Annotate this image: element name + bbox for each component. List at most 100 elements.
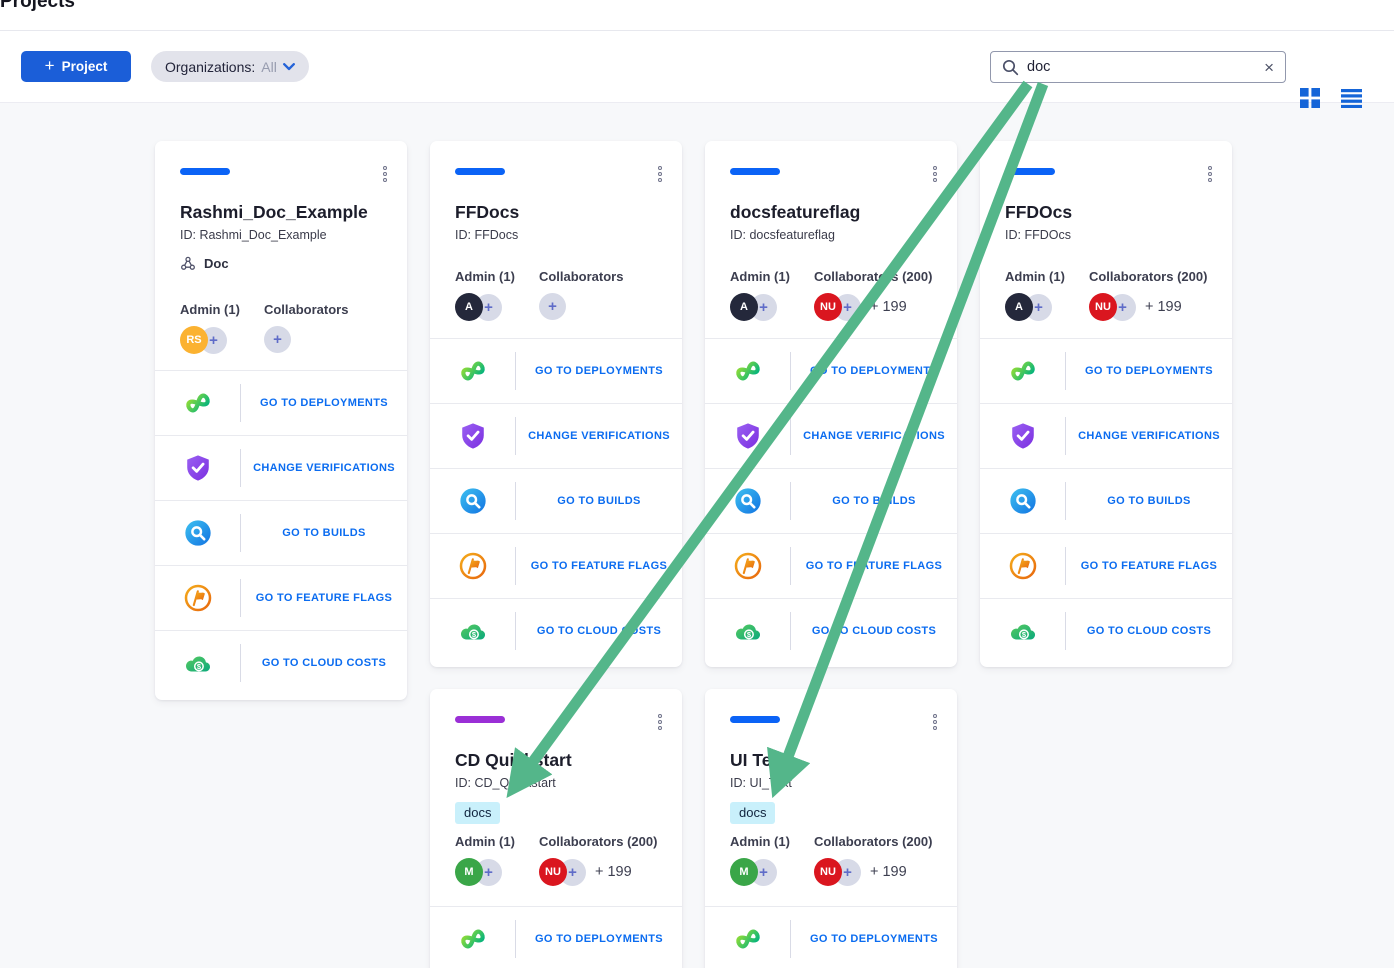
cloud-costs-icon: [458, 616, 488, 646]
project-card-ui-text[interactable]: UI Text ID: UI_Text docs Admin (1) M + C…: [705, 689, 957, 968]
divider: [1065, 352, 1066, 390]
admin-label: Admin (1): [730, 834, 790, 849]
project-color-bar: [730, 168, 780, 175]
new-project-label: Project: [61, 59, 108, 74]
deployments-icon: [456, 922, 490, 956]
card-menu-button[interactable]: [930, 711, 940, 733]
builds-icon: [458, 486, 488, 516]
verifications-icon: [733, 421, 763, 451]
card-menu-button[interactable]: [655, 711, 665, 733]
collaborators-label: Collaborators (200): [538, 834, 658, 849]
admin-label: Admin (1): [180, 302, 240, 317]
deployments-icon: [1006, 354, 1040, 388]
go-to-cloud-costs-link[interactable]: GO TO CLOUD COSTS: [430, 598, 682, 663]
collaborators-label: Collaborators: [538, 269, 624, 284]
project-card-ffdocs-2[interactable]: FFDOcs ID: FFDOcs Admin (1) A + Collabor…: [980, 141, 1232, 667]
new-project-button[interactable]: + Project: [21, 51, 131, 82]
grid-view-button[interactable]: [1299, 87, 1321, 109]
project-color-bar: [730, 716, 780, 723]
go-to-deployments-link[interactable]: GO TO DEPLOYMENTS: [980, 338, 1232, 403]
project-color-bar: [455, 168, 505, 175]
go-to-deployments-link[interactable]: GO TO DEPLOYMENTS: [430, 906, 682, 968]
add-collaborator-button[interactable]: +: [538, 293, 566, 320]
card-menu-button[interactable]: [930, 163, 940, 185]
divider: [240, 384, 241, 422]
divider: [1065, 417, 1066, 455]
project-card-docsfeatureflag[interactable]: docsfeatureflag ID: docsfeatureflag Admi…: [705, 141, 957, 667]
admin-label: Admin (1): [1005, 269, 1065, 284]
go-to-deployments-link[interactable]: GO TO DEPLOYMENTS: [705, 906, 957, 968]
go-to-feature-flags-link[interactable]: GO TO FEATURE FLAGS: [430, 533, 682, 598]
organizations-filter-label: Organizations:: [165, 58, 256, 75]
plus-icon: +: [44, 55, 55, 75]
collaborator-extra-count: + 199: [594, 864, 632, 880]
go-to-feature-flags-link[interactable]: GO TO FEATURE FLAGS: [705, 533, 957, 598]
builds-icon: [733, 486, 763, 516]
go-to-cloud-costs-link[interactable]: GO TO CLOUD COSTS: [155, 630, 407, 695]
go-to-cloud-costs-link[interactable]: GO TO CLOUD COSTS: [705, 598, 957, 663]
cloud-costs-icon: [183, 648, 213, 678]
project-tag: docs: [455, 802, 501, 824]
verifications-icon: [183, 453, 213, 483]
card-menu-button[interactable]: [655, 163, 665, 185]
go-to-deployments-link[interactable]: GO TO DEPLOYMENTS: [705, 338, 957, 403]
change-verifications-link[interactable]: CHANGE VERIFICATIONS: [430, 403, 682, 468]
collaborators-label: Collaborators: [263, 302, 349, 317]
collaborators-label: Collaborators (200): [813, 269, 933, 284]
list-view-icon: [1340, 89, 1362, 108]
collaborator-extra-count: + 199: [869, 299, 907, 315]
project-title: UI Text: [730, 750, 788, 770]
project-card-ffdocs[interactable]: FFDocs ID: FFDocs Admin (1) A + Collabor…: [430, 141, 682, 667]
go-to-builds-link[interactable]: GO TO BUILDS: [980, 468, 1232, 533]
go-to-builds-link[interactable]: GO TO BUILDS: [430, 468, 682, 533]
go-to-deployments-link[interactable]: GO TO DEPLOYMENTS: [155, 370, 407, 435]
go-to-builds-link[interactable]: GO TO BUILDS: [705, 468, 957, 533]
change-verifications-link[interactable]: CHANGE VERIFICATIONS: [705, 403, 957, 468]
divider: [1065, 547, 1066, 585]
cloud-costs-icon: [733, 616, 763, 646]
deployments-icon: [731, 354, 765, 388]
admin-avatar: M: [455, 858, 483, 886]
divider: [240, 514, 241, 552]
search-input[interactable]: [1027, 59, 1257, 75]
collaborator-extra-count: + 199: [1144, 299, 1182, 315]
organization-icon: [180, 256, 196, 272]
go-to-feature-flags-link[interactable]: GO TO FEATURE FLAGS: [155, 565, 407, 630]
org-name: Doc: [204, 256, 229, 271]
organizations-filter-value: All: [261, 58, 277, 75]
project-tag: docs: [730, 802, 776, 824]
feature-flags-icon: [458, 551, 488, 581]
change-verifications-link[interactable]: CHANGE VERIFICATIONS: [980, 403, 1232, 468]
list-view-button[interactable]: [1340, 87, 1362, 109]
project-title: FFDocs: [455, 202, 520, 222]
collaborator-avatar: NU: [813, 858, 842, 886]
project-color-bar: [180, 168, 230, 175]
verifications-icon: [1008, 421, 1038, 451]
project-id: ID: UI_Text: [730, 776, 792, 790]
collaborators-label: Collaborators (200): [1088, 269, 1208, 284]
project-card-cd-quickstart[interactable]: CD Quickstart ID: CD_Quickstart docs Adm…: [430, 689, 682, 968]
go-to-cloud-costs-link[interactable]: GO TO CLOUD COSTS: [980, 598, 1232, 663]
project-color-bar: [1005, 168, 1055, 175]
admin-avatar: A: [455, 293, 483, 321]
go-to-deployments-link[interactable]: GO TO DEPLOYMENTS: [430, 338, 682, 403]
organizations-filter[interactable]: Organizations: All: [151, 51, 309, 82]
project-card-rashmi-doc-example[interactable]: Rashmi_Doc_Example ID: Rashmi_Doc_Exampl…: [155, 141, 407, 700]
project-title: Rashmi_Doc_Example: [180, 202, 368, 222]
project-title: CD Quickstart: [455, 750, 572, 770]
go-to-feature-flags-link[interactable]: GO TO FEATURE FLAGS: [980, 533, 1232, 598]
clear-search-icon[interactable]: ×: [1264, 57, 1274, 77]
divider: [240, 644, 241, 682]
card-menu-button[interactable]: [380, 163, 390, 185]
add-collaborator-button[interactable]: +: [263, 326, 291, 353]
divider: [1065, 482, 1066, 520]
card-menu-button[interactable]: [1205, 163, 1215, 185]
cloud-costs-icon: [1008, 616, 1038, 646]
deployments-icon: [456, 354, 490, 388]
toolbar: + Project Organizations: All ×: [0, 31, 1394, 108]
go-to-builds-link[interactable]: GO TO BUILDS: [155, 500, 407, 565]
project-title: FFDOcs: [1005, 202, 1073, 222]
grid-view-icon: [1300, 88, 1320, 108]
change-verifications-link[interactable]: CHANGE VERIFICATIONS: [155, 435, 407, 500]
